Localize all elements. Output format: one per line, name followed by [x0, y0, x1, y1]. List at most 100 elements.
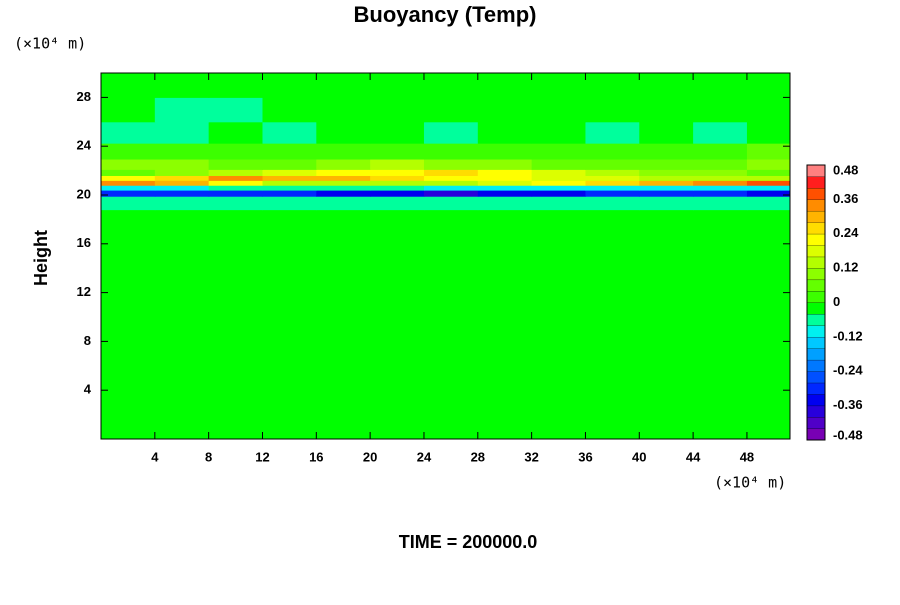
- colorbar-swatch: [806, 290, 826, 303]
- heatmap-cell: [101, 159, 156, 170]
- heatmap-cell: [154, 121, 210, 144]
- heatmap-cell: [639, 196, 694, 211]
- heatmap-cell: [477, 209, 533, 245]
- heatmap-cell: [531, 180, 586, 186]
- heatmap-cell: [477, 190, 533, 197]
- x-tick-label: 20: [363, 449, 377, 464]
- heatmap-cell: [262, 196, 317, 211]
- x-tick-label: 36: [578, 449, 592, 464]
- heatmap-cell: [262, 292, 317, 342]
- heatmap-cell: [746, 180, 791, 186]
- heatmap-cell: [208, 159, 263, 170]
- heatmap-cell: [101, 121, 156, 144]
- heatmap-cell: [101, 390, 156, 440]
- colorbar-swatch: [806, 279, 826, 292]
- heatmap-cell: [423, 292, 479, 342]
- heatmap-cell: [477, 292, 533, 342]
- heatmap-cell: [370, 143, 425, 160]
- heatmap-cell: [154, 243, 210, 294]
- colorbar-swatch: [806, 245, 826, 258]
- heatmap-cell: [746, 185, 791, 191]
- heatmap-cell: [262, 390, 317, 440]
- heatmap-cell: [531, 341, 586, 391]
- heatmap-cell: [585, 143, 640, 160]
- y-tick-label: 20: [77, 186, 91, 201]
- colorbar-swatch: [806, 256, 826, 269]
- heatmap-cell: [477, 73, 533, 98]
- heatmap-cell: [693, 209, 748, 245]
- heatmap-cell: [531, 185, 586, 191]
- heatmap-cell: [208, 243, 263, 294]
- heatmap-cell: [370, 169, 425, 176]
- chart-title: Buoyancy (Temp): [354, 2, 537, 27]
- colorbar-swatch: [806, 302, 826, 315]
- heatmap-cell: [585, 73, 640, 98]
- heatmap-cell: [477, 169, 533, 176]
- heatmap-cell: [154, 390, 210, 440]
- heatmap-cell: [585, 243, 640, 294]
- heatmap-cell: [585, 121, 640, 144]
- heatmap-cell: [746, 196, 791, 211]
- colorbar-tick-label: 0.24: [833, 225, 859, 240]
- footer: TIME = 200000.0: [399, 532, 538, 552]
- heatmap-cell: [316, 175, 371, 181]
- heatmap-cell: [423, 190, 479, 197]
- heatmap-cell: [639, 243, 694, 294]
- heatmap-cell: [208, 121, 263, 144]
- heatmap-cell: [693, 159, 748, 170]
- y-tick-label: 16: [77, 235, 91, 250]
- heatmap-cell: [746, 292, 791, 342]
- heatmap-cell: [262, 175, 317, 181]
- heatmap-cell: [154, 180, 210, 186]
- heatmap-cell: [477, 97, 533, 123]
- y-tick-label: 8: [84, 333, 91, 348]
- heatmap-cell: [154, 209, 210, 245]
- heatmap-cell: [316, 97, 371, 123]
- heatmap-cell: [101, 292, 156, 342]
- heatmap-cell: [423, 175, 479, 181]
- heatmap-cell: [101, 185, 156, 191]
- heatmap-cell: [262, 243, 317, 294]
- heatmap-cell: [477, 341, 533, 391]
- heatmap-cell: [746, 97, 791, 123]
- colorbar-swatch: [806, 187, 826, 200]
- heatmap-cell: [693, 97, 748, 123]
- heatmap-cell: [531, 159, 586, 170]
- heatmap-cell: [208, 185, 263, 191]
- heatmap-cell: [316, 121, 371, 144]
- colorbar-swatch: [806, 267, 826, 281]
- colorbar-swatch: [806, 336, 826, 349]
- heatmap-cell: [693, 390, 748, 440]
- heatmap-cell: [154, 190, 210, 197]
- heatmap-cell: [585, 175, 640, 181]
- heatmap-cell: [423, 97, 479, 123]
- heatmap-cell: [423, 143, 479, 160]
- colorbar-swatch: [806, 382, 826, 395]
- colorbar-swatch: [806, 164, 826, 177]
- heatmap-cell: [693, 341, 748, 391]
- heatmap-cell: [208, 196, 263, 211]
- heatmap-cell: [639, 190, 694, 197]
- heatmap-cell: [585, 292, 640, 342]
- heatmap-cell: [477, 159, 533, 170]
- y-unit: (×10⁴ m): [14, 35, 86, 53]
- heatmap-cell: [316, 341, 371, 391]
- x-tick-label: 32: [524, 449, 538, 464]
- heatmap-cell: [531, 292, 586, 342]
- heatmap-cell: [208, 390, 263, 440]
- heatmap-cell: [154, 196, 210, 211]
- colorbar-tick-label: -0.24: [833, 363, 863, 378]
- colorbar-tick-label: -0.48: [833, 427, 863, 442]
- heatmap-cell: [316, 169, 371, 176]
- heatmap-cell: [370, 243, 425, 294]
- heatmap-cell: [370, 121, 425, 144]
- heatmap-cell: [585, 180, 640, 186]
- heatmap-cell: [531, 190, 586, 197]
- heatmap-cell: [693, 185, 748, 191]
- heatmap-cell: [531, 209, 586, 245]
- heatmap-cell: [746, 143, 791, 160]
- heatmap-cell: [316, 243, 371, 294]
- heatmap-cell: [746, 190, 791, 197]
- heatmap-cell: [531, 390, 586, 440]
